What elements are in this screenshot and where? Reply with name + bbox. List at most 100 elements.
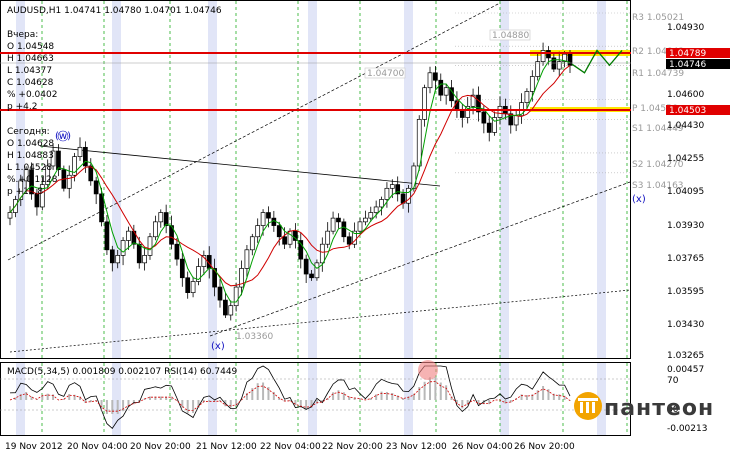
pivot-s1-label: S1 1.04449 xyxy=(632,124,684,134)
candle-body xyxy=(196,266,201,282)
candle-body xyxy=(293,230,298,241)
candle-body xyxy=(260,212,266,226)
time-tick: 21 Nov 12:00 xyxy=(196,442,257,452)
candle-body xyxy=(249,236,255,251)
candle-body xyxy=(325,230,331,245)
candle-body xyxy=(56,150,61,171)
candle-body xyxy=(120,240,126,256)
candle-body xyxy=(546,50,551,59)
yesterday-title: Вчера: xyxy=(7,30,38,40)
candle-body xyxy=(492,117,497,133)
price-box-top xyxy=(489,29,531,41)
wave-w-marker xyxy=(57,130,69,142)
candle-body xyxy=(443,87,449,96)
indicator-tick: 70 xyxy=(667,376,679,386)
candle-body xyxy=(29,169,34,195)
today-points: p +11.8 xyxy=(7,187,43,197)
fast-moving-average xyxy=(9,59,571,303)
candle-body xyxy=(368,212,374,219)
candle-body xyxy=(373,206,379,213)
yesterday-close: C 1.04628 xyxy=(7,78,54,88)
candle-body xyxy=(427,72,433,89)
candle-body xyxy=(481,111,487,124)
yesterday-percent: % +0.0402 xyxy=(7,90,57,100)
candle-body xyxy=(508,113,514,126)
candle-body xyxy=(389,184,395,189)
candle-body xyxy=(309,273,314,279)
candle-body xyxy=(39,184,45,208)
session-band xyxy=(597,1,606,358)
today-title: Сегодня: xyxy=(7,127,50,137)
time-tick: 19 Nov 2012 xyxy=(5,442,63,452)
candlesticks xyxy=(7,42,573,321)
price-tick: 1.04430 xyxy=(667,121,704,131)
candle-body xyxy=(314,262,320,279)
today-panel: Сегодня: O 1.04628 H 1.04883 L 1.04528 %… xyxy=(7,127,58,197)
candle-body xyxy=(23,169,29,182)
candle-body xyxy=(562,53,567,62)
pivot-r2-label: R2 1.04843 xyxy=(632,47,684,57)
candle-body xyxy=(406,187,411,204)
time-tick: 23 Nov 12:00 xyxy=(386,442,447,452)
today-high: H 1.04883 xyxy=(7,151,54,161)
today-percent: %.+0.1128 xyxy=(7,175,58,185)
yesterday-panel: Вчера: O 1.04548 H 1.04663 L 1.04377 C 1… xyxy=(7,30,57,112)
candle-body xyxy=(223,299,228,316)
time-tick: 20 Nov 20:00 xyxy=(130,442,191,452)
candle-body xyxy=(72,156,77,176)
candle-body xyxy=(244,249,250,269)
macd-peak-marker xyxy=(418,360,438,380)
candle-body xyxy=(384,187,390,200)
candle-body xyxy=(217,286,223,301)
session-band xyxy=(208,363,217,435)
session-band xyxy=(404,1,413,358)
candle-body xyxy=(255,225,261,238)
candle-body xyxy=(298,240,304,260)
candle-body xyxy=(158,212,164,223)
candle-body xyxy=(319,243,325,264)
today-low: L 1.04528 xyxy=(7,163,52,173)
candle-body xyxy=(282,236,287,245)
session-band xyxy=(597,363,606,435)
session-band xyxy=(112,363,121,435)
candle-body xyxy=(142,255,147,264)
candle-body xyxy=(99,193,104,223)
candle-body xyxy=(201,255,207,267)
price-axis: 1.04930 1.04600 1.04430 1.04255 1.04095 … xyxy=(666,23,730,361)
yesterday-high: H 1.04663 xyxy=(7,54,54,64)
candle-body xyxy=(551,57,557,70)
pivot-p-label: P 1.04556 xyxy=(632,104,678,114)
session-band xyxy=(208,1,217,358)
candle-body xyxy=(271,217,277,226)
candle-body xyxy=(433,72,438,81)
candle-body xyxy=(486,122,492,133)
trend-lines xyxy=(7,2,631,353)
candle-body xyxy=(7,212,13,219)
candle-body xyxy=(438,79,444,96)
price-tick: 1.04930 xyxy=(667,23,704,33)
candle-body xyxy=(556,61,562,70)
session-band xyxy=(308,1,317,358)
symbol-header: AUDUSD,H1 1.04741 1.04780 1.04701 1.0474… xyxy=(7,6,222,16)
yesterday-points: p +4.2 xyxy=(7,102,37,112)
candle-body xyxy=(212,268,217,288)
wave-w-label: (w) xyxy=(55,131,71,142)
candle-body xyxy=(104,221,110,251)
candle-body xyxy=(459,109,465,118)
wave-x-right-label: (x) xyxy=(632,194,646,205)
candle-body xyxy=(379,199,384,208)
panteon-logo: пантеон xyxy=(574,392,713,421)
resistance-price-tag-label: 1.04789 xyxy=(669,49,706,59)
session-band xyxy=(308,363,317,435)
price-box-mid-label: 1.04700 xyxy=(367,69,404,79)
session-band xyxy=(500,1,509,358)
price-tick: 1.03430 xyxy=(667,320,704,330)
current-price-tag xyxy=(666,59,730,69)
candle-body xyxy=(136,243,142,264)
candle-body xyxy=(18,180,24,200)
candle-body xyxy=(276,225,282,238)
candle-body xyxy=(497,105,503,118)
candle-body xyxy=(77,146,83,157)
price-tick: 1.03595 xyxy=(667,287,704,297)
candle-body xyxy=(513,115,519,126)
